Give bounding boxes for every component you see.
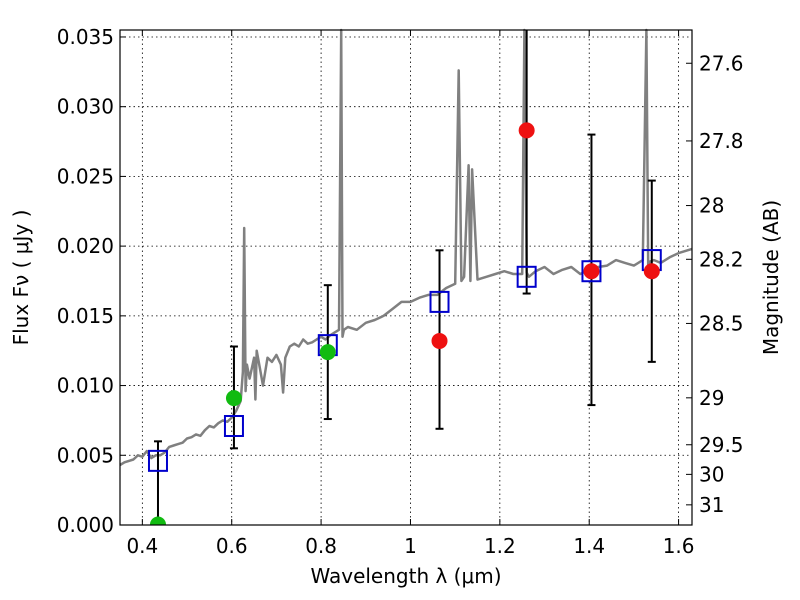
model-points xyxy=(147,249,662,472)
y-tick-label: 0.005 xyxy=(57,443,114,467)
y-tick-label: 0.035 xyxy=(57,25,114,49)
y2-tick-label: 28.2 xyxy=(699,247,744,271)
template-spectrum xyxy=(119,28,693,467)
y-tick-label: 0.015 xyxy=(57,304,114,328)
model-point xyxy=(516,265,537,288)
y2-tick-label: 28.5 xyxy=(699,311,744,335)
x-tick-label: 0.6 xyxy=(216,534,248,558)
y-axis-label: Flux Fν ( μJy ) xyxy=(9,210,33,346)
x-ticks: 0.4 0.6 0.8 1 1.2 1.4 1.6 xyxy=(126,30,695,558)
y2-tick-label: 27.6 xyxy=(699,51,744,75)
observed-point xyxy=(643,263,660,280)
model-point xyxy=(429,290,450,313)
y-ticks: 0.000 0.005 0.010 0.015 0.020 0.025 0.030 0.035 xyxy=(57,25,126,537)
x-tick-label: 1.6 xyxy=(663,534,695,558)
observed-point xyxy=(319,344,336,361)
y2-tick-label: 29 xyxy=(699,386,724,410)
y-tick-label: 0.030 xyxy=(57,95,114,119)
x-tick-label: 1.4 xyxy=(573,534,605,558)
plot-frame xyxy=(119,29,693,526)
observed-points xyxy=(149,122,660,525)
observed-point xyxy=(518,122,535,139)
y2-ticks: 27.6 27.8 28 28.2 28.5 29 29.5 30 31 xyxy=(686,51,744,517)
y2-tick-label: 28 xyxy=(699,194,724,218)
y2-axis-label: Magnitude (AB) xyxy=(759,200,783,355)
y2-tick-label: 29.5 xyxy=(699,433,744,457)
grid xyxy=(120,30,692,525)
y-tick-label: 0.010 xyxy=(57,374,114,398)
observed-point xyxy=(431,332,448,349)
template-spectrum-line xyxy=(119,28,693,467)
y2-tick-label: 27.8 xyxy=(699,129,744,153)
y2-tick-label: 30 xyxy=(699,462,724,486)
y-tick-label: 0.020 xyxy=(57,234,114,258)
x-tick-label: 0.8 xyxy=(305,534,337,558)
observed-point xyxy=(149,516,166,525)
model-point xyxy=(147,449,168,472)
model-point xyxy=(223,415,244,437)
y2-tick-label: 31 xyxy=(699,493,724,517)
x-axis-label: Wavelength λ (μm) xyxy=(310,564,501,588)
y-tick-label: 0.000 xyxy=(57,513,114,537)
observed-point xyxy=(583,263,600,280)
y-tick-label: 0.025 xyxy=(57,164,114,188)
model-point xyxy=(581,260,602,283)
x-tick-label: 1.2 xyxy=(484,534,516,558)
observed-point xyxy=(225,390,242,407)
x-tick-label: 0.4 xyxy=(126,534,158,558)
x-tick-label: 1 xyxy=(404,534,417,558)
error-bars xyxy=(153,30,656,525)
